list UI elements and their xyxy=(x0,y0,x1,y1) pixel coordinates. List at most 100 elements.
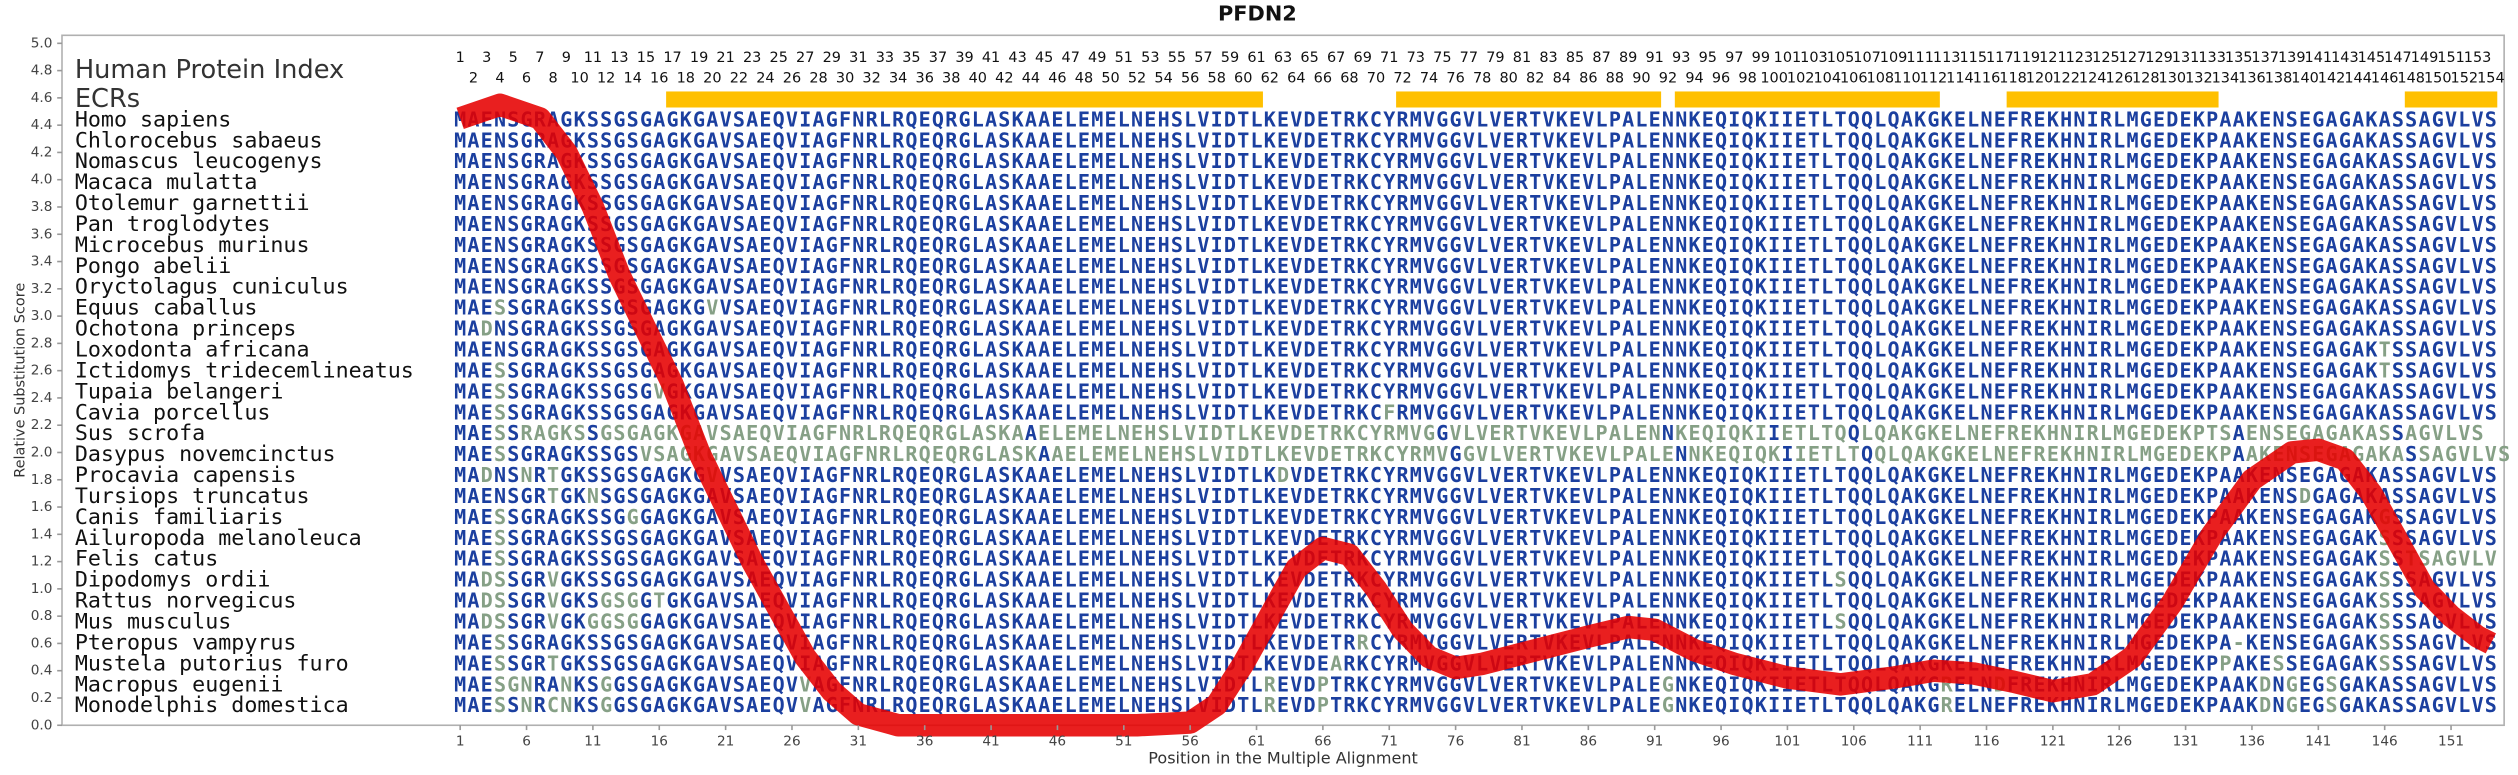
protein-index-number: 62 xyxy=(1261,71,1279,87)
protein-index-number: 59 xyxy=(1221,50,1239,66)
protein-index-number: 47 xyxy=(1062,50,1080,66)
species-name: Mustela putorius furo xyxy=(75,651,349,676)
x-tick-label: 81 xyxy=(1513,733,1530,749)
sequence: MAESSRAGKSSGSGAGKGAVSAEQVIAGFNRLRQEQRGLA… xyxy=(454,421,2483,445)
x-tick-label: 96 xyxy=(1712,733,1729,749)
protein-index-number: 135 xyxy=(2225,50,2253,66)
protein-index-number: 26 xyxy=(783,71,801,87)
y-tick-label: 4.8 xyxy=(31,63,53,79)
protein-index-number: 153 xyxy=(2464,50,2492,66)
protein-index-number: 44 xyxy=(1022,71,1040,87)
x-tick-label: 46 xyxy=(1049,733,1066,749)
species-name: Loxodonta africana xyxy=(75,337,310,362)
protein-index-number: 134 xyxy=(2212,71,2240,87)
protein-index-number: 104 xyxy=(1813,71,1841,87)
x-tick-label: 26 xyxy=(783,733,800,749)
protein-index-number: 97 xyxy=(1725,50,1743,66)
protein-index-number: 74 xyxy=(1420,71,1438,87)
y-tick-label: 0.6 xyxy=(31,635,53,651)
y-tick-label: 4.6 xyxy=(31,90,53,106)
protein-index-number: 14 xyxy=(624,71,642,87)
sequence: MAENSGRAGKSSGSGAGKGAVSAEQVIAGFNRLRQEQRGL… xyxy=(454,253,2497,277)
protein-index-number: 84 xyxy=(1553,71,1571,87)
protein-index-number: 1 xyxy=(456,50,465,66)
y-tick-label: 2.2 xyxy=(31,417,53,433)
y-tick-label: 4.0 xyxy=(31,172,53,188)
ecr-bar xyxy=(1674,91,1940,108)
species-name: Rattus norvegicus xyxy=(75,589,297,614)
x-tick-label: 61 xyxy=(1248,733,1265,749)
protein-index-number: 45 xyxy=(1035,50,1053,66)
sequence: MADNSNRTGKSSGSGAGKGVVSAEQVIAGFNRLRQEQRGL… xyxy=(454,463,2497,487)
protein-index-number: 119 xyxy=(2013,50,2041,66)
protein-index-number: 92 xyxy=(1659,71,1677,87)
y-tick-label: 3.2 xyxy=(31,281,53,297)
protein-index-number: 56 xyxy=(1181,71,1199,87)
protein-index-number: 86 xyxy=(1579,71,1597,87)
y-tick-label: 5.0 xyxy=(31,35,53,51)
sequence: MAESSGRAGKSSGSGAGKGAVSAEQVIAGFNRLRQEQRGL… xyxy=(454,400,2497,424)
protein-index-number: 35 xyxy=(902,50,920,66)
sequence: MAENSGRAGKSSGSGAGKGAVSAEQVIAGFNRLRQEQRGL… xyxy=(454,170,2497,194)
protein-index-number: 89 xyxy=(1619,50,1637,66)
protein-index-title: Human Protein Index xyxy=(75,55,344,85)
species-name: Felis catus xyxy=(75,547,218,572)
protein-index-number: 21 xyxy=(716,50,734,66)
species-name: Canis familiaris xyxy=(75,505,284,530)
protein-index-number: 10 xyxy=(570,71,588,87)
protein-index-number: 83 xyxy=(1539,50,1557,66)
y-tick-label: 2.6 xyxy=(31,363,53,379)
protein-index-number: 43 xyxy=(1008,50,1026,66)
protein-index-number: 31 xyxy=(849,50,867,66)
protein-index-number: 2 xyxy=(469,71,478,87)
species-name: Procavia capensis xyxy=(75,463,297,488)
x-tick-label: 76 xyxy=(1447,733,1464,749)
protein-index-number: 129 xyxy=(2145,50,2173,66)
sequence: MAENSGRAGKSSGSGAGKGAVSAEQVIAGFNRLRQEQRGL… xyxy=(454,191,2497,215)
protein-index-number: 49 xyxy=(1088,50,1106,66)
sequence: MAESSGRAGKSSGSGAGKGAVSAEQVIAGFNRLRQEQRGL… xyxy=(454,358,2497,382)
protein-index-number: 128 xyxy=(2132,71,2160,87)
protein-index-number: 136 xyxy=(2238,71,2266,87)
y-tick-label: 2.4 xyxy=(31,390,53,406)
species-name: Equus caballus xyxy=(75,296,258,321)
protein-index-number: 90 xyxy=(1632,71,1650,87)
protein-index-number: 141 xyxy=(2305,50,2333,66)
protein-index-number: 52 xyxy=(1128,71,1146,87)
protein-index-number: 63 xyxy=(1274,50,1292,66)
y-tick-label: 1.8 xyxy=(31,472,53,488)
protein-index-number: 24 xyxy=(756,71,774,87)
protein-index-number: 13 xyxy=(610,50,628,66)
protein-index-number: 112 xyxy=(1920,71,1948,87)
x-tick-label: 141 xyxy=(2305,733,2331,749)
protein-index-number: 11 xyxy=(584,50,602,66)
protein-index-number: 46 xyxy=(1048,71,1066,87)
protein-index-number: 113 xyxy=(1933,50,1961,66)
species-name: Cavia porcellus xyxy=(75,400,271,425)
protein-index-number: 95 xyxy=(1699,50,1717,66)
ecr-label: ECRs xyxy=(75,84,140,114)
species-name: Homo sapiens xyxy=(75,107,231,132)
y-tick-label: 3.8 xyxy=(31,199,53,215)
curve-layer xyxy=(456,93,2496,737)
protein-index-number: 99 xyxy=(1752,50,1770,66)
protein-index-number: 140 xyxy=(2291,71,2319,87)
species-name: Pteropus vampyrus xyxy=(75,630,297,655)
x-tick-label: 131 xyxy=(2173,733,2199,749)
x-tick-label: 6 xyxy=(522,733,531,749)
x-tick-label: 126 xyxy=(2106,733,2132,749)
protein-index-number: 40 xyxy=(969,71,987,87)
protein-index-number: 34 xyxy=(889,71,907,87)
protein-index-number: 96 xyxy=(1712,71,1730,87)
protein-index-number: 37 xyxy=(929,50,947,66)
x-tick-label: 86 xyxy=(1580,733,1597,749)
species-name: Microcebus murinus xyxy=(75,233,310,258)
protein-index-number: 98 xyxy=(1738,71,1756,87)
protein-index-number: 85 xyxy=(1566,50,1584,66)
plot-frame xyxy=(61,34,2505,727)
y-tick-label: 1.4 xyxy=(31,526,53,542)
species-name: Ochotona princeps xyxy=(75,317,297,342)
protein-index-number: 7 xyxy=(535,50,544,66)
protein-index-number: 23 xyxy=(743,50,761,66)
sequence: MAENSGRTGKNSGSGAGKGAVSAEQVIAGFNRLRQEQRGL… xyxy=(454,483,2497,507)
